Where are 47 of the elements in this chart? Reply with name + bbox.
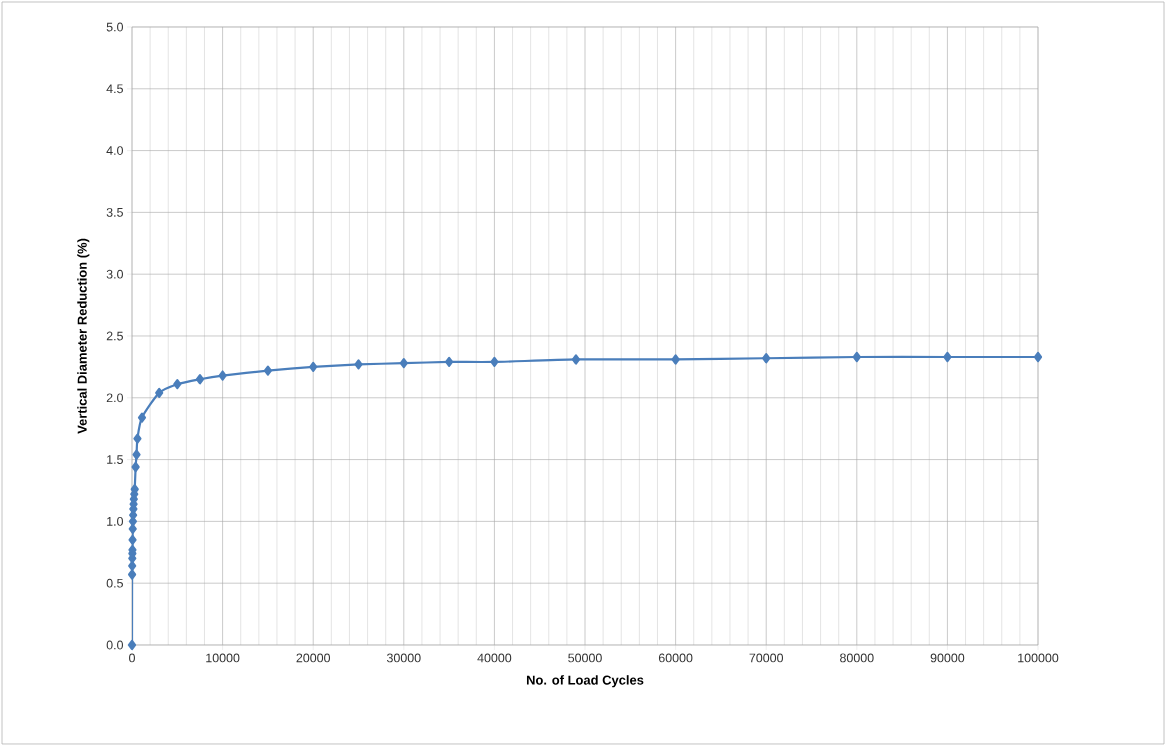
point: [943, 351, 952, 363]
y-tick-label: 2.5: [106, 331, 123, 341]
y-tick-label: 0.5: [106, 578, 123, 588]
point: [445, 356, 454, 368]
x-tick-label: 50000: [568, 653, 602, 663]
point: [354, 359, 363, 370]
y-tick-label: 5.0: [106, 22, 123, 32]
point: [490, 356, 499, 368]
x-axis-title: No. of Load Cycles: [526, 675, 644, 688]
point: [131, 461, 140, 473]
point: [132, 449, 141, 460]
x-tick-label: 0: [129, 653, 135, 663]
x-tick-label: 60000: [658, 653, 693, 663]
point: [309, 361, 318, 372]
point: [671, 354, 680, 365]
x-tick-label: 10000: [206, 653, 240, 663]
point: [128, 569, 137, 580]
x-tick-label: 40000: [477, 653, 512, 663]
point: [218, 370, 227, 381]
point: [852, 351, 861, 363]
point: [1033, 351, 1043, 363]
x-tick-label: 100000: [1018, 653, 1059, 663]
point: [128, 534, 137, 546]
point: [173, 379, 182, 390]
y-axis-title: Vertical Diameter Reduction (%): [77, 238, 90, 434]
x-tick-label: 30000: [386, 653, 421, 663]
point: [263, 365, 273, 376]
x-tick-label: 20000: [296, 653, 331, 663]
x-tick-label: 80000: [840, 653, 874, 663]
point: [571, 354, 581, 365]
point: [133, 433, 142, 444]
point: [155, 387, 164, 398]
y-tick-label: 1.0: [107, 516, 123, 526]
y-tick-label: 2.0: [106, 393, 123, 403]
x-tick-label: 90000: [930, 653, 965, 663]
y-tick-label: 3.5: [106, 207, 123, 217]
y-tick-label: 1.5: [107, 455, 123, 464]
point: [399, 358, 408, 369]
point: [762, 353, 771, 364]
y-tick-label: 3.0: [106, 269, 123, 279]
point: [137, 412, 147, 423]
y-tick-label: 4.5: [106, 84, 123, 94]
y-tick-label: 0.0: [106, 640, 123, 650]
point: [195, 374, 205, 385]
y-tick-label: 4.0: [106, 146, 123, 155]
x-tick-label: 70000: [749, 653, 784, 663]
point: [127, 639, 137, 651]
